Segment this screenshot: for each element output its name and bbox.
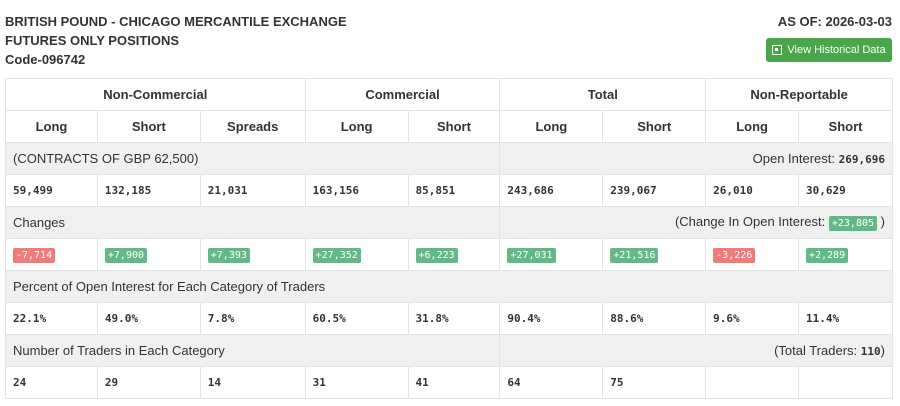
change-badge: -7,714 <box>13 248 56 263</box>
position-value: 26,010 <box>705 174 800 207</box>
percent-value: 22.1% <box>5 302 98 335</box>
report-subtitle: FUTURES ONLY POSITIONS <box>5 33 180 48</box>
cot-table: Non-Commercial Commercial Total Non-Repo… <box>4 78 893 399</box>
percent-value: 31.8% <box>407 302 501 335</box>
column-header: Short <box>798 110 893 143</box>
trader-count: 14 <box>199 366 306 399</box>
percent-value: 88.6% <box>602 302 707 335</box>
position-value: 21,031 <box>199 174 306 207</box>
percent-value: 11.4% <box>798 302 893 335</box>
change-badge: +27,031 <box>507 248 556 263</box>
button-label: View Historical Data <box>787 44 886 56</box>
change-value: +21,516 <box>602 238 707 271</box>
contracts-label: (CONTRACTS OF GBP 62,500) <box>4 142 501 175</box>
percent-value: 9.6% <box>705 302 800 335</box>
trader-count: 64 <box>499 366 604 399</box>
trader-count <box>705 366 800 399</box>
column-header: Long <box>5 110 98 143</box>
change-badge: +7,393 <box>207 248 250 263</box>
percent-value: 49.0% <box>96 302 201 335</box>
group-header: Commercial <box>304 78 501 111</box>
change-value: +7,393 <box>199 238 306 271</box>
position-value: 163,156 <box>304 174 409 207</box>
position-value: 132,185 <box>96 174 201 207</box>
percent-value: 90.4% <box>499 302 604 335</box>
column-header: Long <box>705 110 800 143</box>
change-value: +6,223 <box>407 238 501 271</box>
column-header: Long <box>499 110 604 143</box>
position-value: 85,851 <box>407 174 501 207</box>
as-of-date: AS OF: 2026-03-03 <box>777 14 892 29</box>
column-header: Short <box>602 110 707 143</box>
trader-count: 75 <box>602 366 707 399</box>
group-header: Non-Reportable <box>705 78 893 111</box>
view-historical-data-button[interactable]: View Historical Data <box>766 38 892 62</box>
trader-count <box>798 366 893 399</box>
change-value: +2,289 <box>798 238 893 271</box>
position-value: 59,499 <box>5 174 98 207</box>
column-header: Long <box>304 110 409 143</box>
change-badge: +21,516 <box>610 248 659 263</box>
position-value: 243,686 <box>499 174 604 207</box>
change-value: -7,714 <box>5 238 98 271</box>
trader-count: 29 <box>96 366 201 399</box>
traders-label: Number of Traders in Each Category <box>4 334 501 367</box>
column-header: Short <box>96 110 201 143</box>
change-value: -3,226 <box>705 238 800 271</box>
column-header: Spreads <box>199 110 306 143</box>
change-value: +27,352 <box>304 238 409 271</box>
percent-value: 60.5% <box>304 302 409 335</box>
trader-count: 24 <box>5 366 98 399</box>
change-value: +7,900 <box>96 238 201 271</box>
percent-value: 7.8% <box>199 302 306 335</box>
change-value: +27,031 <box>499 238 604 271</box>
change-badge: +6,223 <box>415 248 458 263</box>
change-badge: +2,289 <box>806 248 849 263</box>
calendar-icon <box>772 45 783 55</box>
column-header: Short <box>407 110 501 143</box>
percent-label: Percent of Open Interest for Each Catego… <box>5 270 893 303</box>
group-header: Total <box>499 78 707 111</box>
open-interest: Open Interest: 269,696 <box>499 142 893 175</box>
group-header: Non-Commercial <box>5 78 306 111</box>
change-badge: -3,226 <box>713 248 756 263</box>
trader-count: 41 <box>407 366 501 399</box>
position-value: 30,629 <box>798 174 893 207</box>
changes-label: Changes <box>4 206 501 239</box>
report-title: BRITISH POUND - CHICAGO MERCANTILE EXCHA… <box>5 14 347 29</box>
trader-count: 31 <box>304 366 409 399</box>
position-value: 239,067 <box>602 174 707 207</box>
change-badge: +27,352 <box>312 248 361 263</box>
total-traders: (Total Traders: 110) <box>499 334 893 367</box>
change-open-interest: (Change In Open Interest: +23,805 ) <box>499 206 893 239</box>
report-code: Code-096742 <box>5 52 86 67</box>
change-badge: +7,900 <box>104 248 148 263</box>
